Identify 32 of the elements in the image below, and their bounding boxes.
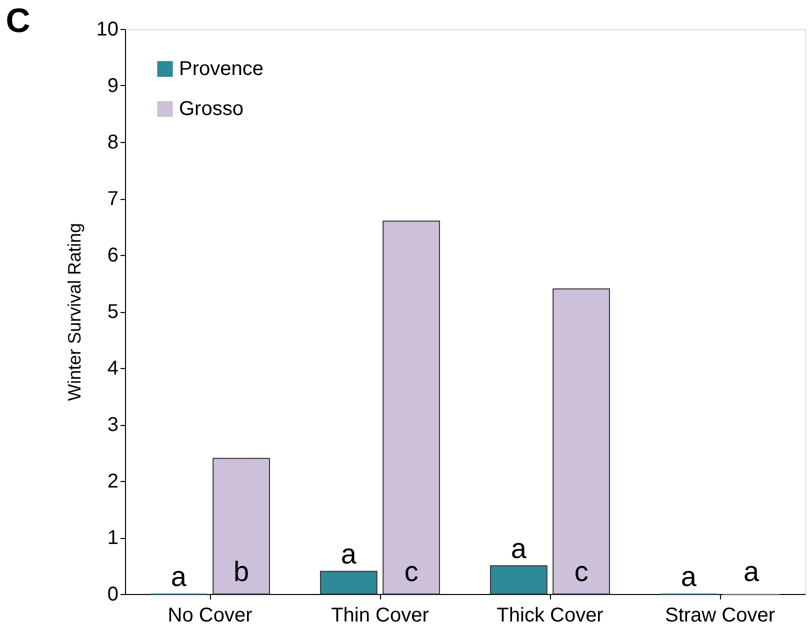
- data-label: c: [404, 556, 418, 587]
- data-label: a: [170, 561, 187, 592]
- bar: [212, 458, 270, 594]
- y-tick-label: 10: [96, 18, 118, 40]
- y-axis-title: Winter Survival Rating: [64, 222, 84, 402]
- data-label: a: [510, 532, 527, 564]
- data-label: c: [574, 556, 588, 587]
- bar: [552, 288, 610, 594]
- data-label: a: [340, 538, 357, 570]
- y-tick-label: 4: [107, 358, 118, 380]
- legend-label: Provence: [179, 58, 264, 80]
- y-tick-label: 0: [107, 584, 118, 606]
- y-tick-label: 8: [107, 132, 118, 154]
- x-tick-label: Thin Cover: [331, 604, 430, 626]
- bar: [382, 220, 440, 594]
- data-label: a: [744, 556, 760, 587]
- y-tick-label: 5: [107, 301, 118, 323]
- bar: [320, 570, 378, 594]
- y-tick-label: 6: [107, 244, 118, 266]
- data-label: b: [234, 556, 250, 587]
- y-tick-label: 2: [107, 470, 118, 492]
- chart-title: C: [6, 2, 30, 40]
- legend-label: Grosso: [179, 98, 244, 120]
- data-label: a: [680, 561, 697, 592]
- x-tick-label: Straw Cover: [664, 604, 776, 626]
- y-tick-label: 3: [107, 414, 118, 436]
- bar: [490, 565, 548, 594]
- y-tick-label: 7: [107, 188, 118, 210]
- y-tick-label: 9: [107, 75, 118, 97]
- y-tick-label: 1: [107, 527, 118, 549]
- x-tick-label: Thick Cover: [496, 604, 604, 626]
- x-tick-label: No Cover: [168, 604, 253, 626]
